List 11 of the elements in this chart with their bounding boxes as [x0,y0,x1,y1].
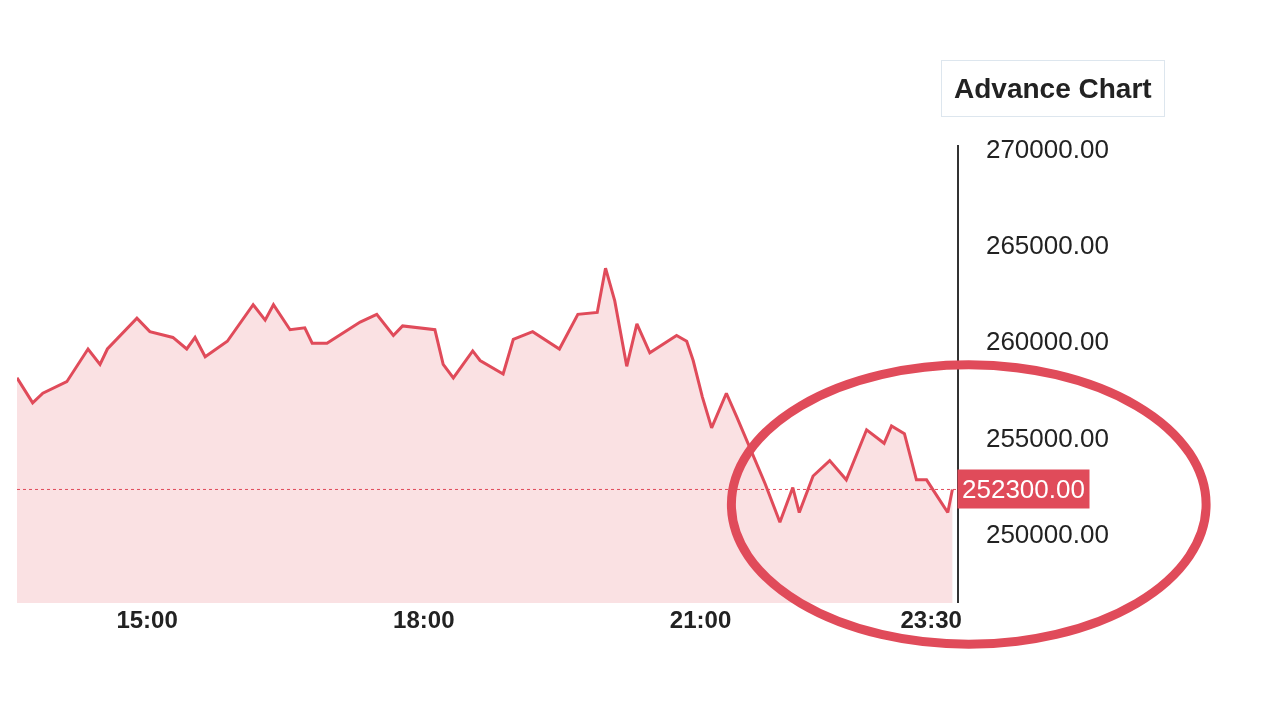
y-tick-label: 260000.00 [985,326,1109,357]
y-tick-label: 255000.00 [985,422,1109,453]
y-tick-label: 270000.00 [985,133,1109,164]
y-tick-label: 265000.00 [985,230,1109,261]
y-tick-label: 250000.00 [985,518,1109,549]
x-tick-label: 18:00 [393,606,455,633]
x-tick-label: 15:00 [116,606,178,633]
x-tick-label: 21:00 [669,606,732,633]
x-tick-label: 23:30 [900,606,962,633]
ref-line-label: 252300.00 [962,474,1085,504]
text: Advance Chart [954,73,1152,104]
